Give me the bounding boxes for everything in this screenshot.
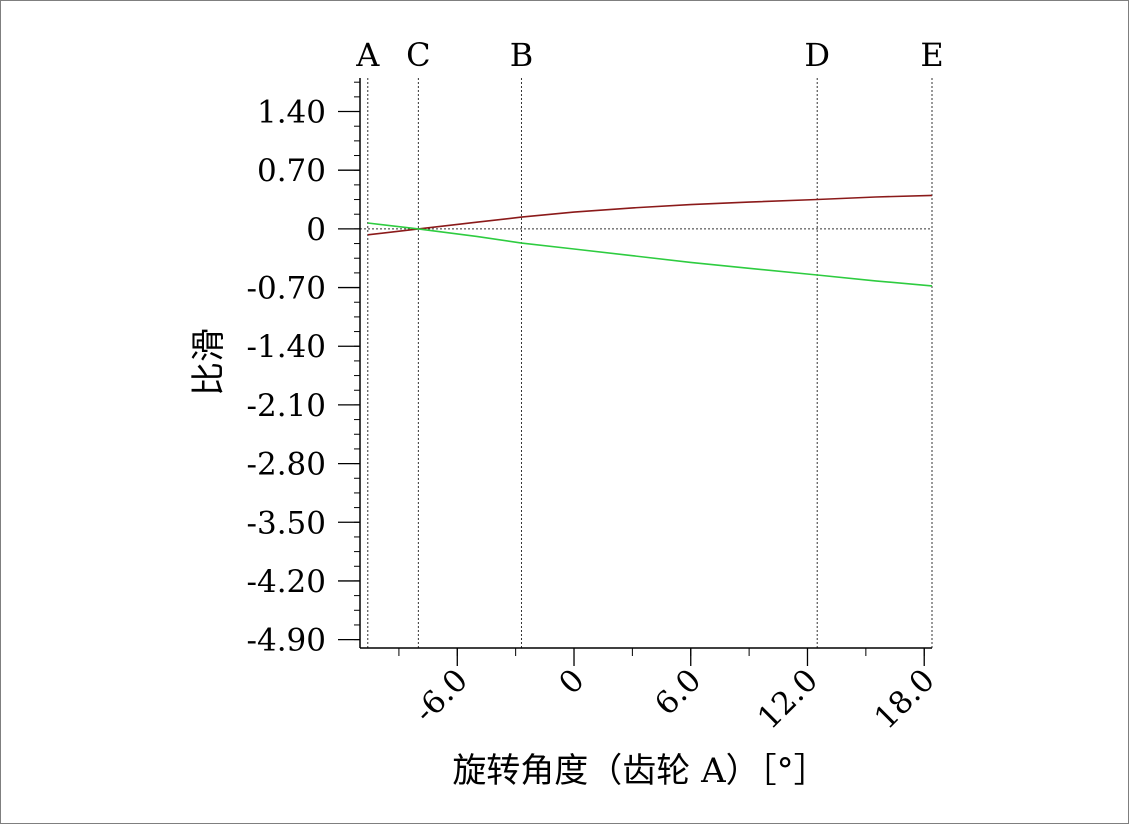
y-tick-label: -2.80: [247, 447, 327, 483]
y-tick-label: -1.40: [247, 329, 327, 365]
y-tick-label: -4.90: [247, 623, 327, 659]
y-tick-label: 1.40: [257, 95, 326, 131]
x-axis-title: 旋转角度（齿轮 A）［°］: [452, 751, 827, 791]
marker-label-D: D: [804, 36, 830, 74]
series-line-2: [367, 222, 933, 287]
y-axis-title: 比滑: [189, 328, 229, 396]
x-tick-label: 12.0: [751, 662, 825, 736]
y-tick-label: -0.70: [247, 271, 327, 307]
series-layer: [367, 194, 933, 287]
series-line-1: [367, 194, 933, 236]
marker-label-B: B: [510, 36, 534, 74]
y-tick-label: -2.10: [247, 388, 327, 424]
y-tick-label: -3.50: [247, 505, 327, 541]
x-tick-label: 18.0: [868, 662, 942, 736]
y-tick-label: -4.20: [247, 564, 327, 600]
grid-layer: [360, 78, 933, 648]
label-layer: A C B D E 1.40 0.70 0 -0.70 -1.40 -2.10 -2.80 -3.50 -…: [247, 36, 944, 736]
marker-label-A: A: [355, 36, 380, 74]
axis-layer: [338, 78, 932, 666]
y-tick-label: 0.70: [257, 153, 326, 189]
marker-label-E: E: [920, 36, 943, 74]
marker-label-C: C: [406, 36, 430, 74]
x-tick-label: 6.0: [648, 662, 708, 722]
y-tick-label: 0: [306, 212, 326, 248]
x-tick-label: -6.0: [407, 662, 475, 730]
x-tick-label: 0: [552, 662, 591, 701]
